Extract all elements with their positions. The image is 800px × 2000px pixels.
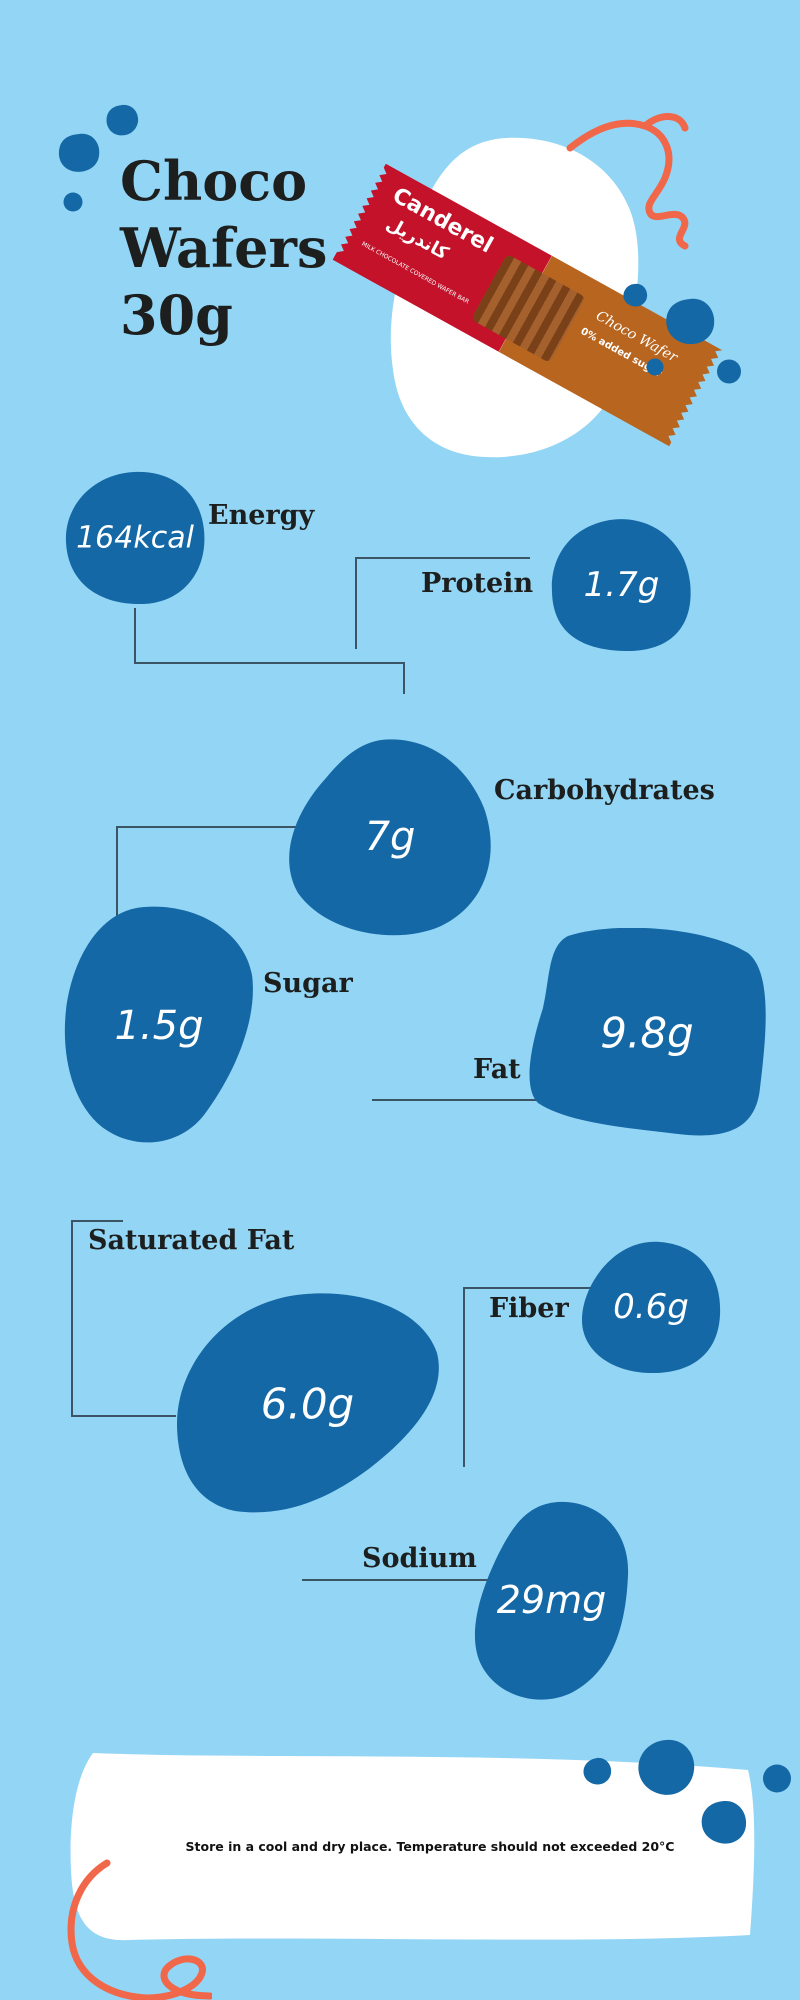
footer-card xyxy=(68,1750,758,1943)
connector-line xyxy=(71,1220,123,1222)
saturated-fat-value: 6.0g xyxy=(260,1379,355,1429)
orange-squiggle xyxy=(62,1858,212,2000)
energy-value-blob: 164kcal xyxy=(64,470,206,605)
decorative-dot xyxy=(105,104,139,137)
decorative-dot xyxy=(582,1757,612,1786)
fat-value: 9.8g xyxy=(600,1008,694,1058)
sodium-value: 29mg xyxy=(496,1578,607,1622)
connector-line xyxy=(403,662,405,694)
protein-value: 1.7g xyxy=(583,564,660,605)
carbohydrates-value-blob: 7g xyxy=(286,738,494,936)
fat-value-blob: 9.8g xyxy=(528,928,766,1138)
decorative-dot xyxy=(63,192,83,212)
connector-line xyxy=(372,1099,567,1101)
fat-label: Fat xyxy=(473,1054,521,1085)
connector-line xyxy=(355,557,357,649)
orange-squiggle xyxy=(565,108,710,253)
fiber-value-blob: 0.6g xyxy=(580,1240,722,1374)
protein-label: Protein xyxy=(421,568,534,599)
connector-line xyxy=(116,826,296,828)
decorative-dot xyxy=(646,358,664,376)
decorative-dot xyxy=(57,132,101,174)
connector-line xyxy=(116,826,118,941)
product-title: Choco Wafers 30g xyxy=(120,148,380,349)
energy-value: 164kcal xyxy=(76,520,194,555)
sodium-value-blob: 29mg xyxy=(473,1500,630,1700)
decorative-dot xyxy=(622,283,648,308)
fiber-label: Fiber xyxy=(489,1293,569,1324)
sugar-label: Sugar xyxy=(263,968,353,999)
connector-line xyxy=(71,1220,73,1416)
title-line: Choco xyxy=(120,149,308,213)
carbohydrates-label: Carbohydrates xyxy=(494,775,715,806)
sugar-value: 1.5g xyxy=(114,1003,204,1049)
decorative-dot xyxy=(700,1800,747,1846)
fiber-value: 0.6g xyxy=(613,1287,689,1327)
title-line: Wafers xyxy=(120,216,328,280)
connector-line xyxy=(71,1415,176,1417)
storage-note: Store in a cool and dry place. Temperatu… xyxy=(185,1839,675,1854)
sugar-value-blob: 1.5g xyxy=(64,905,254,1147)
carbohydrates-value: 7g xyxy=(364,814,416,860)
sodium-label: Sodium xyxy=(362,1543,477,1574)
decorative-dot xyxy=(636,1738,696,1798)
connector-line xyxy=(463,1287,465,1467)
decorative-dot xyxy=(762,1764,792,1793)
decorative-dot xyxy=(716,359,742,384)
saturated-fat-label: Saturated Fat xyxy=(88,1225,295,1256)
connector-line xyxy=(134,608,136,663)
energy-label: Energy xyxy=(208,500,315,531)
protein-value-blob: 1.7g xyxy=(550,517,693,652)
connector-line xyxy=(302,1579,502,1581)
connector-line xyxy=(134,662,404,664)
connector-line xyxy=(463,1287,593,1289)
title-line: 30g xyxy=(120,283,233,347)
saturated-fat-value-blob: 6.0g xyxy=(175,1293,440,1515)
connector-line xyxy=(355,557,530,559)
decorative-dot xyxy=(664,297,716,347)
